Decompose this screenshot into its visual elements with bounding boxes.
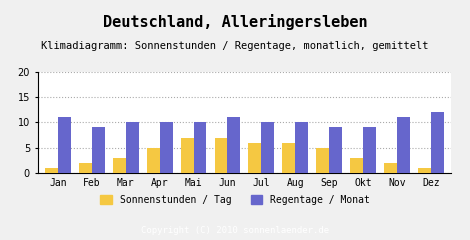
Bar (363, 127, 376, 173)
Bar (282, 143, 295, 173)
Bar (431, 112, 444, 173)
Bar (249, 143, 261, 173)
Bar (58, 117, 71, 173)
Bar (92, 127, 105, 173)
Bar (147, 148, 160, 173)
Bar (384, 163, 397, 173)
Bar (45, 168, 58, 173)
Bar (194, 122, 206, 173)
Text: Deutschland, Alleringersleben: Deutschland, Alleringersleben (102, 14, 368, 30)
Bar (215, 138, 227, 173)
Bar (113, 158, 126, 173)
Bar (160, 122, 172, 173)
Bar (329, 127, 342, 173)
Text: Klimadiagramm: Sonnenstunden / Regentage, monatlich, gemittelt: Klimadiagramm: Sonnenstunden / Regentage… (41, 41, 429, 51)
Text: Copyright (C) 2010 sonnenlaender.de: Copyright (C) 2010 sonnenlaender.de (141, 226, 329, 235)
Bar (350, 158, 363, 173)
Bar (295, 122, 308, 173)
Legend: Sonnenstunden / Tag, Regentage / Monat: Sonnenstunden / Tag, Regentage / Monat (96, 191, 374, 209)
Bar (126, 122, 139, 173)
Bar (418, 168, 431, 173)
Bar (227, 117, 240, 173)
Bar (397, 117, 410, 173)
Bar (261, 122, 274, 173)
Bar (316, 148, 329, 173)
Bar (180, 138, 194, 173)
Bar (79, 163, 92, 173)
